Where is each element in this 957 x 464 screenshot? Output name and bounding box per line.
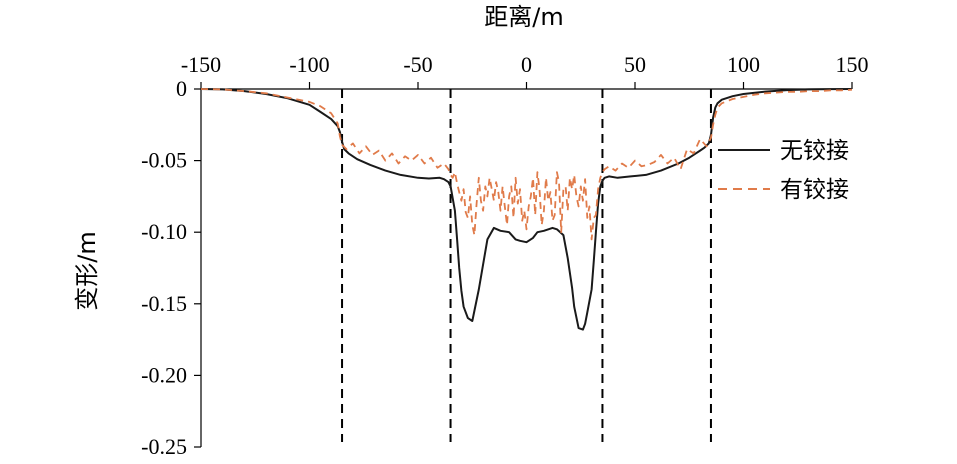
x-tick-label: -150: [181, 52, 221, 77]
x-tick-label: -100: [289, 52, 329, 77]
y-axis-label: 变形/m: [73, 231, 101, 310]
x-axis-label: 距离/m: [484, 3, 563, 31]
y-tick-label: -0.05: [141, 148, 187, 173]
series-line-1: [200, 88, 853, 331]
x-tick-label: 0: [521, 52, 532, 77]
reference-lines: [341, 89, 712, 442]
y-tick-label: 0: [176, 76, 187, 101]
legend-label-1: 无铰接: [780, 138, 849, 164]
y-tick-label: -0.15: [141, 291, 187, 316]
y-tick-label: -0.25: [141, 434, 187, 459]
series-lines: [200, 88, 853, 331]
y-tick-label: -0.20: [141, 362, 187, 387]
x-tick-label: 50: [624, 52, 646, 77]
x-tick-label: 100: [727, 52, 760, 77]
series-line-2: [200, 88, 853, 241]
y-tick-label: -0.10: [141, 219, 187, 244]
x-tick-label: -50: [403, 52, 432, 77]
x-tick-label: 150: [836, 52, 869, 77]
axes: -150 -100 -50 0 50 100 150 0 -0.05 -0.10 -0.15 -0.2…: [141, 52, 868, 459]
legend-label-2: 有铰接: [780, 177, 849, 203]
